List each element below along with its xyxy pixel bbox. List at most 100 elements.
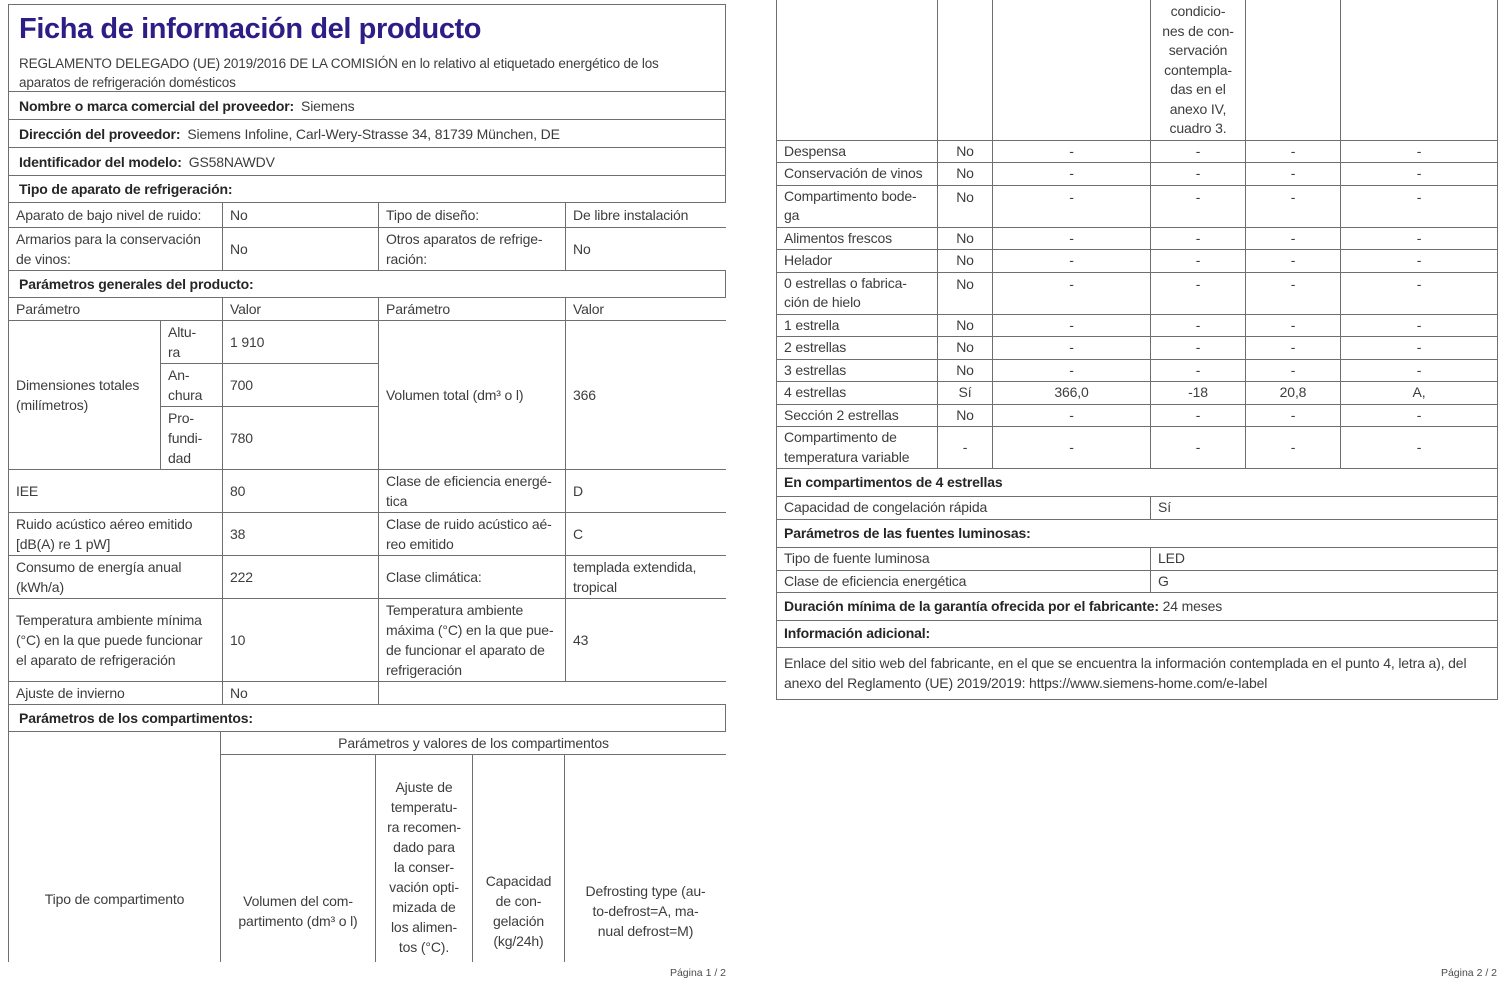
compartment-defrost: - bbox=[1340, 271, 1498, 315]
compartment-name: Conservación de vinos bbox=[776, 162, 938, 186]
fast-freeze-value: Sí bbox=[1150, 496, 1498, 520]
appliance-type-table: Aparato de bajo nivel de ruido: No Tipo … bbox=[8, 202, 726, 271]
compartment-present: No bbox=[937, 313, 993, 337]
manufacturer-link-row: Enlace del sitio web del fabricante, en … bbox=[776, 647, 1498, 700]
section-general-parameters: Parámetros generales del producto: bbox=[8, 270, 726, 298]
compartment-volume-header: Volumen del com- partimento (dm³ o l) bbox=[220, 754, 376, 962]
title-block: Ficha de información del producto REGLAM… bbox=[8, 4, 726, 92]
supplier-name-label: Nombre o marca comercial del proveedor: bbox=[19, 97, 295, 114]
table-row: Aparato de bajo nivel de ruido: No Tipo … bbox=[8, 202, 726, 228]
fast-freeze-row: Capacidad de congelación rápida Sí bbox=[776, 496, 1498, 520]
acoustic-noise-value: 38 bbox=[222, 512, 380, 556]
climate-class-label: Clase climática: bbox=[378, 555, 567, 599]
light-type-row: Tipo de fuente luminosa LED bbox=[776, 547, 1498, 571]
compartment-present: No bbox=[937, 358, 993, 382]
compartment-capacity: - bbox=[1245, 358, 1341, 382]
compartment-present: No bbox=[937, 403, 993, 427]
width-sublabel: An- chura bbox=[159, 363, 224, 407]
energy-class-value: D bbox=[565, 469, 726, 513]
compartment-row-bodega: Compartimento bode- ga No - - - - bbox=[776, 184, 1498, 228]
page-number-2: Página 2 / 2 bbox=[1440, 967, 1497, 979]
temperature-header-continuation: condicio- nes de con- servación contempl… bbox=[1150, 0, 1246, 141]
noise-class-value: C bbox=[565, 512, 726, 556]
compartment-name: Despensa bbox=[776, 139, 938, 163]
other-appliance-label: Otros aparatos de refrige- ración: bbox=[378, 227, 566, 271]
model-identifier-value: GS58NAWDV bbox=[188, 153, 275, 170]
compartment-volume: - bbox=[992, 426, 1151, 469]
compartment-row-frescos: Alimentos frescos No - - - - bbox=[776, 226, 1498, 250]
compartment-capacity: - bbox=[1245, 162, 1341, 186]
page-2: condicio- nes de con- servación contempl… bbox=[776, 0, 1498, 700]
table-row: Consumo de energía anual (kWh/a) 222 Cla… bbox=[8, 555, 726, 599]
light-type-label: Tipo de fuente luminosa bbox=[776, 547, 1151, 571]
compartment-volume: - bbox=[992, 139, 1151, 163]
warranty-label: Duración mínima de la garantía ofrecida … bbox=[784, 597, 1159, 614]
compartment-defrost: - bbox=[1340, 426, 1498, 469]
acoustic-noise-label: Ruido acústico aéreo emitido [dB(A) re 1… bbox=[8, 512, 224, 556]
compartment-name: Sección 2 estrellas bbox=[776, 403, 938, 427]
manufacturer-link-text: Enlace del sitio web del fabricante, en … bbox=[776, 647, 1498, 700]
section-compartment-parameters: Parámetros de los compartimentos: bbox=[8, 704, 726, 732]
table-row: Ajuste de invierno No bbox=[8, 681, 726, 705]
climate-class-value: templada extendida, tropical bbox=[565, 555, 726, 599]
compartment-capacity: - bbox=[1245, 426, 1341, 469]
empty-cell bbox=[992, 0, 1151, 141]
empty-cell bbox=[378, 681, 726, 705]
max-temperature-value: 43 bbox=[565, 598, 726, 682]
table-header-row: Parámetro Valor Parámetro Valor bbox=[8, 297, 726, 321]
supplier-address-row: Dirección del proveedor: Siemens Infolin… bbox=[8, 119, 726, 148]
compartment-present: No bbox=[937, 271, 993, 315]
compartment-capacity: - bbox=[1245, 184, 1341, 228]
compartment-present: - bbox=[937, 426, 993, 469]
fast-freeze-label: Capacidad de congelación rápida bbox=[776, 496, 1151, 520]
compartment-name: 2 estrellas bbox=[776, 336, 938, 360]
compartment-volume: - bbox=[992, 184, 1151, 228]
compartment-defrost: - bbox=[1340, 162, 1498, 186]
table-row: Pro- fundi- dad 780 bbox=[9, 406, 727, 470]
table-row: Dimensiones totales (milímetros) Altu- r… bbox=[8, 320, 726, 470]
compartment-present: No bbox=[937, 336, 993, 360]
compartment-row-3-estrellas: 3 estrellas No - - - - bbox=[776, 358, 1498, 382]
compartment-capacity: - bbox=[1245, 139, 1341, 163]
compartment-temp: - bbox=[1150, 226, 1246, 250]
compartment-temp: -18 bbox=[1150, 381, 1246, 405]
warranty-row: Duración mínima de la garantía ofrecida … bbox=[776, 592, 1498, 621]
compartment-row-despensa: Despensa No - - - - bbox=[776, 139, 1498, 163]
light-type-value: LED bbox=[1150, 547, 1498, 571]
compartment-volume: - bbox=[992, 336, 1151, 360]
section-row: Información adicional: bbox=[776, 620, 1498, 648]
compartment-name: Helador bbox=[776, 249, 938, 273]
compartment-row-vinos: Conservación de vinos No - - - - bbox=[776, 162, 1498, 186]
min-temperature-label: Temperatura ambiente mínima (°C) en la q… bbox=[8, 598, 224, 682]
page-number-1: Página 1 / 2 bbox=[669, 967, 726, 979]
compartment-name: Compartimento bode- ga bbox=[776, 184, 938, 228]
other-appliance-value: No bbox=[565, 227, 726, 271]
compartment-row-1-estrella: 1 estrella No - - - - bbox=[776, 313, 1498, 337]
compartment-defrost: - bbox=[1340, 313, 1498, 337]
defrost-type-header: Defrosting type (au- to-defrost=A, ma- n… bbox=[563, 754, 726, 962]
table-row: Temperatura ambiente mínima (°C) en la q… bbox=[8, 598, 726, 682]
compartment-row-temperatura-variable: Compartimento de temperatura variable - … bbox=[776, 426, 1498, 469]
empty-cell bbox=[1245, 0, 1341, 141]
column-header-param-right: Parámetro bbox=[378, 297, 567, 321]
temperature-header-part1: Ajuste de temperatu- ra recomen- dado pa… bbox=[387, 779, 461, 955]
compartment-present: No bbox=[937, 249, 993, 273]
energy-class-label: Clase de eficiencia energé- tica bbox=[378, 469, 567, 513]
height-value: 1 910 bbox=[222, 320, 380, 364]
compartment-temp: - bbox=[1150, 139, 1246, 163]
compartment-temp: - bbox=[1150, 313, 1246, 337]
annual-energy-label: Consumo de energía anual (kWh/a) bbox=[8, 555, 224, 599]
model-identifier-label: Identificador del modelo: bbox=[19, 153, 182, 170]
section-row: En compartimentos de 4 estrellas bbox=[776, 468, 1498, 497]
compartment-capacity: - bbox=[1245, 249, 1341, 273]
compartment-defrost: - bbox=[1340, 139, 1498, 163]
compartments-values-table: condicio- nes de con- servación contempl… bbox=[776, 0, 1498, 700]
depth-sublabel: Pro- fundi- dad bbox=[159, 406, 224, 470]
section-light-sources: Parámetros de las fuentes luminosas: bbox=[776, 519, 1498, 548]
warranty-cell: Duración mínima de la garantía ofrecida … bbox=[776, 592, 1498, 621]
compartment-merged-header: Parámetros y valores de los compartiment… bbox=[219, 731, 726, 755]
dimensions-label: Dimensiones totales (milímetros) bbox=[8, 320, 161, 470]
low-noise-label: Aparato de bajo nivel de ruido: bbox=[8, 202, 223, 228]
min-temperature-value: 10 bbox=[222, 598, 380, 682]
